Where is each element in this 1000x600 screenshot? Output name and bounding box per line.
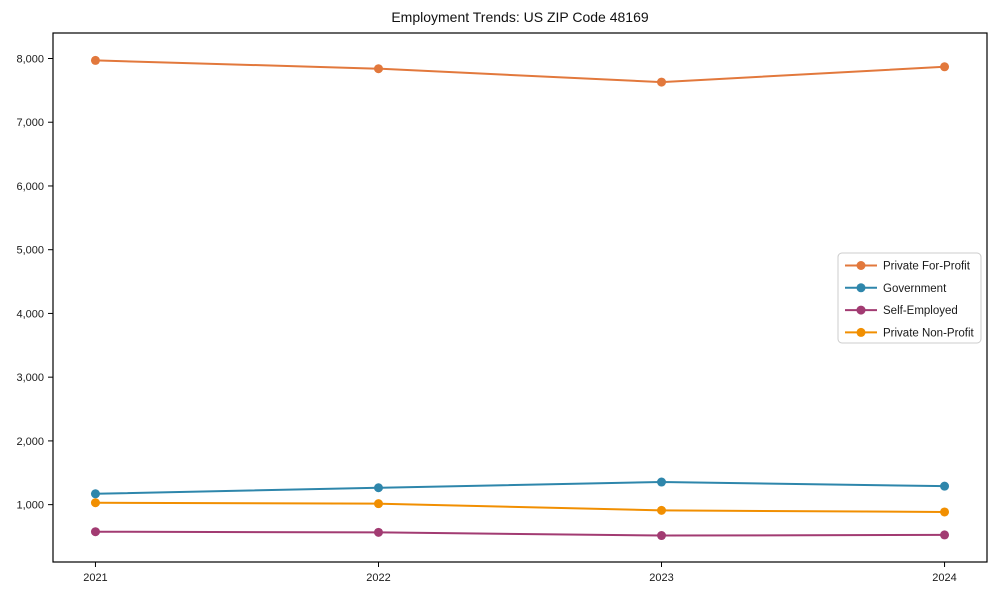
legend-label-private-non-profit: Private Non-Profit xyxy=(883,327,975,339)
x-axis-tick-label: 2022 xyxy=(366,572,390,584)
legend-label-government: Government xyxy=(883,283,947,295)
x-axis-tick-label: 2023 xyxy=(649,572,673,584)
series-marker-self-employed xyxy=(90,527,100,537)
y-axis-tick-label: 6,000 xyxy=(16,181,44,193)
legend-box xyxy=(837,252,982,344)
series-marker-government xyxy=(373,483,383,493)
series-marker-private-for-profit xyxy=(373,64,383,74)
series-marker-private-non-profit xyxy=(940,507,950,517)
x-axis-tick-label: 2024 xyxy=(932,572,956,584)
chart-title: Employment Trends: US ZIP Code 48169 xyxy=(391,9,649,25)
legend-marker-self-employed xyxy=(856,305,866,315)
x-axis-tick-label: 2021 xyxy=(83,572,107,584)
legend-label-private-for-profit: Private For-Profit xyxy=(883,261,971,273)
series-line-private-non-profit xyxy=(95,501,945,513)
series-marker-private-non-profit xyxy=(373,499,383,509)
y-axis-tick-label: 7,000 xyxy=(16,117,44,129)
series-marker-self-employed xyxy=(373,527,383,537)
series-marker-government xyxy=(940,481,950,491)
y-axis-tick-label: 3,000 xyxy=(16,372,44,384)
series-marker-private-non-profit xyxy=(657,505,667,515)
legend-marker-private-for-profit xyxy=(856,261,866,270)
legend-marker-private-non-profit xyxy=(856,327,866,337)
y-axis-tick-label: 1,000 xyxy=(16,500,44,512)
series-line-private-for-profit xyxy=(95,59,945,84)
series-marker-government xyxy=(90,489,100,499)
legend-label-self-employed: Self-Employed xyxy=(883,305,958,317)
series-marker-private-for-profit xyxy=(657,77,667,87)
series-line-government xyxy=(95,481,945,495)
series-line-self-employed xyxy=(95,530,945,537)
y-axis-tick-label: 5,000 xyxy=(16,245,44,257)
series-marker-government xyxy=(657,477,667,487)
series-marker-self-employed xyxy=(940,530,950,540)
y-axis-tick-label: 2,000 xyxy=(16,436,44,448)
series-marker-private-non-profit xyxy=(90,498,100,508)
series-marker-private-for-profit xyxy=(90,55,100,65)
series-marker-self-employed xyxy=(657,531,667,541)
series-marker-private-for-profit xyxy=(940,62,950,72)
plot-frame xyxy=(52,32,988,563)
legend-marker-government xyxy=(856,283,866,293)
y-axis-tick-label: 8,000 xyxy=(16,53,44,65)
y-axis-tick-label: 4,000 xyxy=(16,308,44,320)
